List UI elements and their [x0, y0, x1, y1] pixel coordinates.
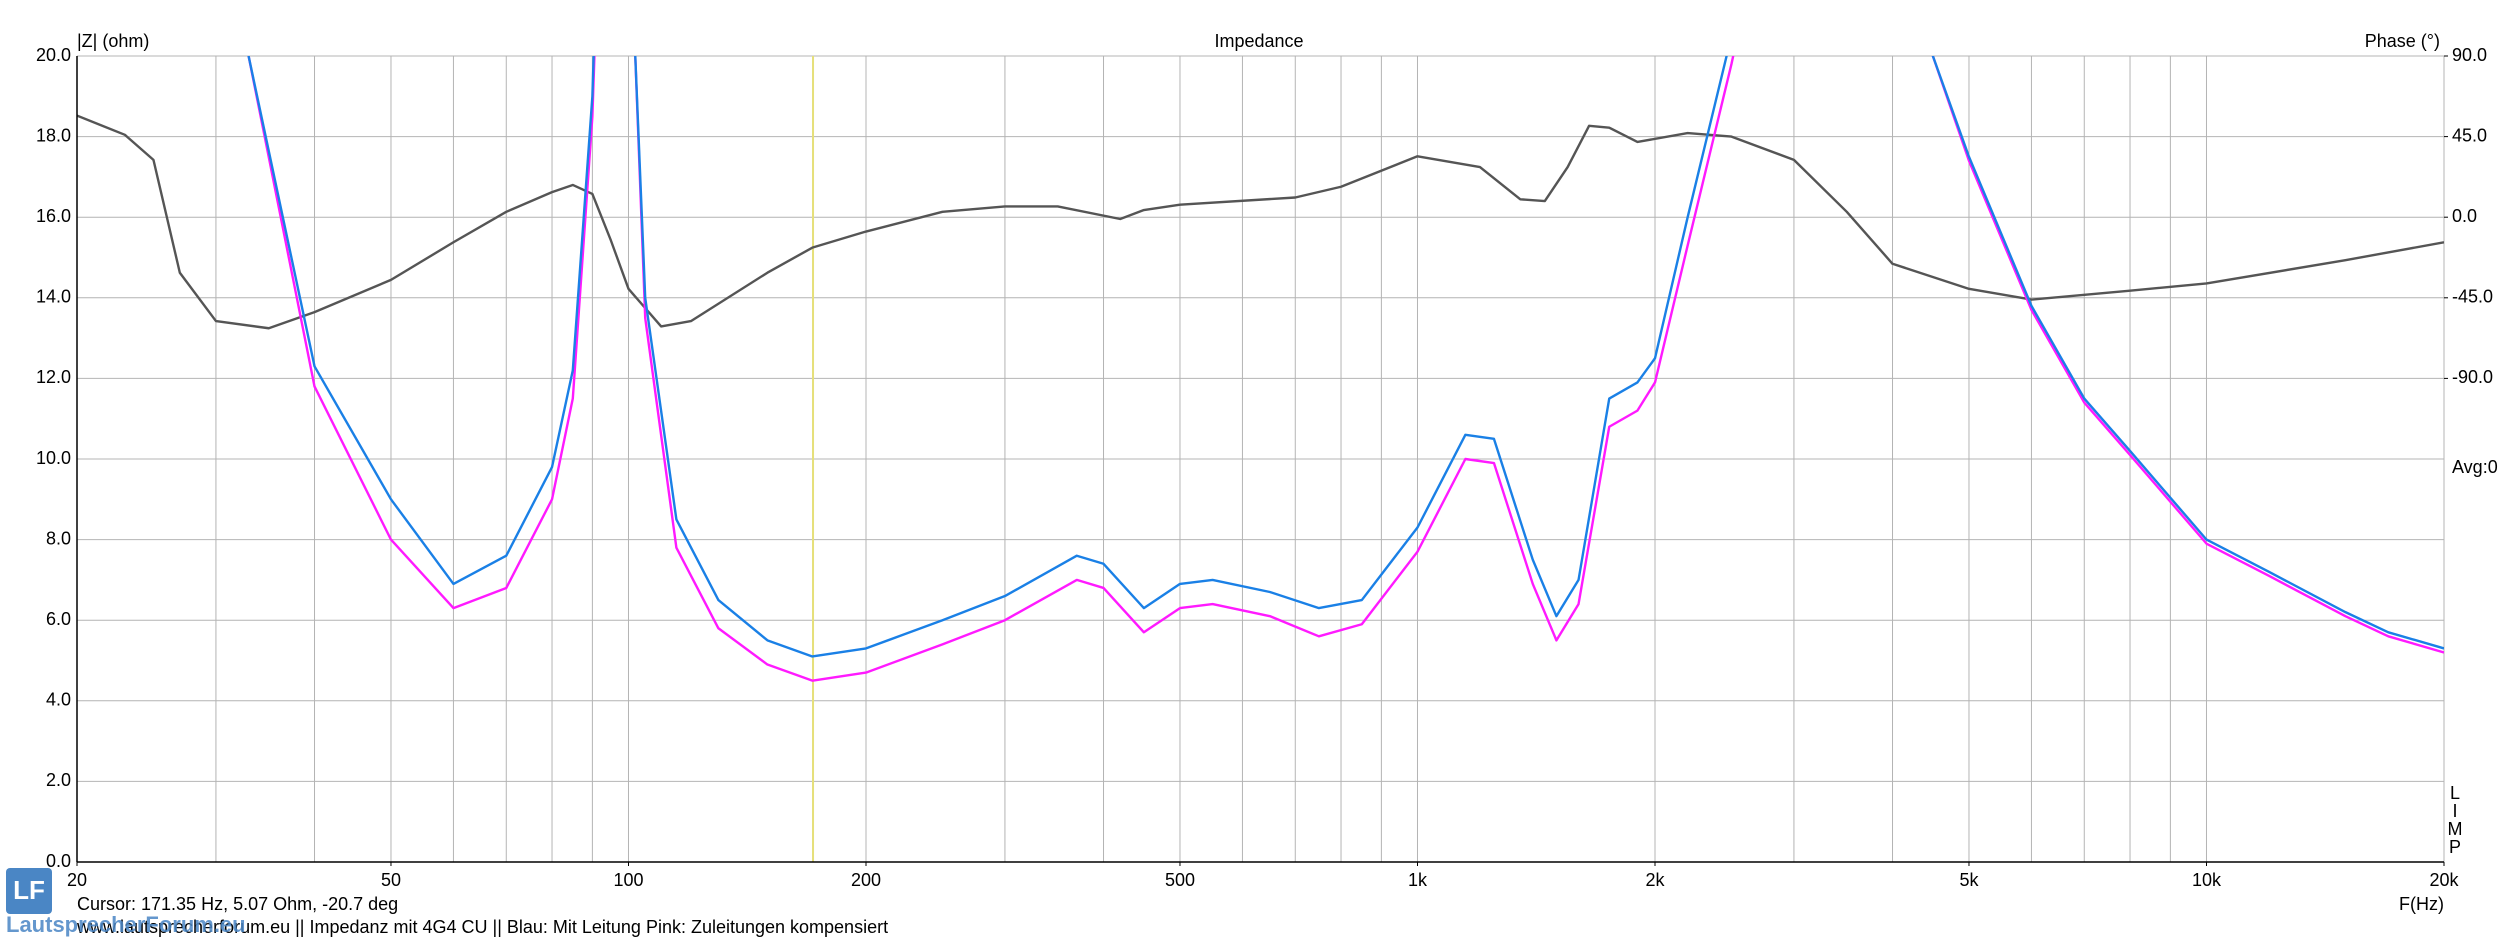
plot-area: [77, 56, 2444, 862]
y-axis-label: |Z| (ohm): [77, 31, 149, 51]
y-tick-label: 10.0: [36, 448, 71, 468]
avg-label: Avg:0: [2452, 457, 2498, 477]
y-tick-label: 20.0: [36, 45, 71, 65]
footer: www.lautsprecherforum.eu || Impedanz mit…: [76, 917, 888, 937]
y2-tick-label: -90.0: [2452, 367, 2493, 387]
x-tick-label: 5k: [1959, 870, 1979, 890]
limp-letter: L: [2450, 783, 2460, 803]
y2-axis-label: Phase (°): [2365, 31, 2440, 51]
x-tick-label: 2k: [1645, 870, 1665, 890]
limp-letter: P: [2449, 837, 2461, 857]
y-tick-label: 0.0: [46, 851, 71, 871]
x-axis-label: F(Hz): [2399, 894, 2444, 914]
y-tick-label: 12.0: [36, 367, 71, 387]
x-tick-label: 20k: [2429, 870, 2459, 890]
y2-tick-label: 45.0: [2452, 125, 2487, 145]
y-tick-label: 2.0: [46, 770, 71, 790]
series-line: [247, 56, 2444, 658]
cursor-readout: Cursor: 171.35 Hz, 5.07 Ohm, -20.7 deg: [77, 894, 398, 914]
logo-text: LautsprecherForum.eu: [6, 912, 246, 937]
y-tick-label: 14.0: [36, 287, 71, 307]
x-tick-label: 20: [67, 870, 87, 890]
limp-letter: I: [2452, 801, 2457, 821]
x-tick-label: 100: [613, 870, 643, 890]
limp-letter: M: [2448, 819, 2463, 839]
logo-mark: LF: [13, 875, 45, 905]
y-tick-label: 6.0: [46, 609, 71, 629]
logo: LF LautsprecherForum.eu: [6, 868, 246, 937]
y2-tick-label: -45.0: [2452, 287, 2493, 307]
x-tick-label: 50: [381, 870, 401, 890]
x-tick-label: 200: [851, 870, 881, 890]
x-tick-label: 10k: [2192, 870, 2222, 890]
logo-badge: [6, 868, 52, 914]
chart-title: Impedance: [1214, 31, 1303, 51]
x-tick-label: 500: [1165, 870, 1195, 890]
series-line: [77, 114, 2444, 330]
y-tick-label: 18.0: [36, 125, 71, 145]
y-tick-label: 4.0: [46, 690, 71, 710]
y-tick-label: 8.0: [46, 528, 71, 548]
y2-tick-label: 0.0: [2452, 206, 2477, 226]
x-tick-label: 1k: [1408, 870, 1428, 890]
y-tick-label: 16.0: [36, 206, 71, 226]
y2-tick-label: 90.0: [2452, 45, 2487, 65]
